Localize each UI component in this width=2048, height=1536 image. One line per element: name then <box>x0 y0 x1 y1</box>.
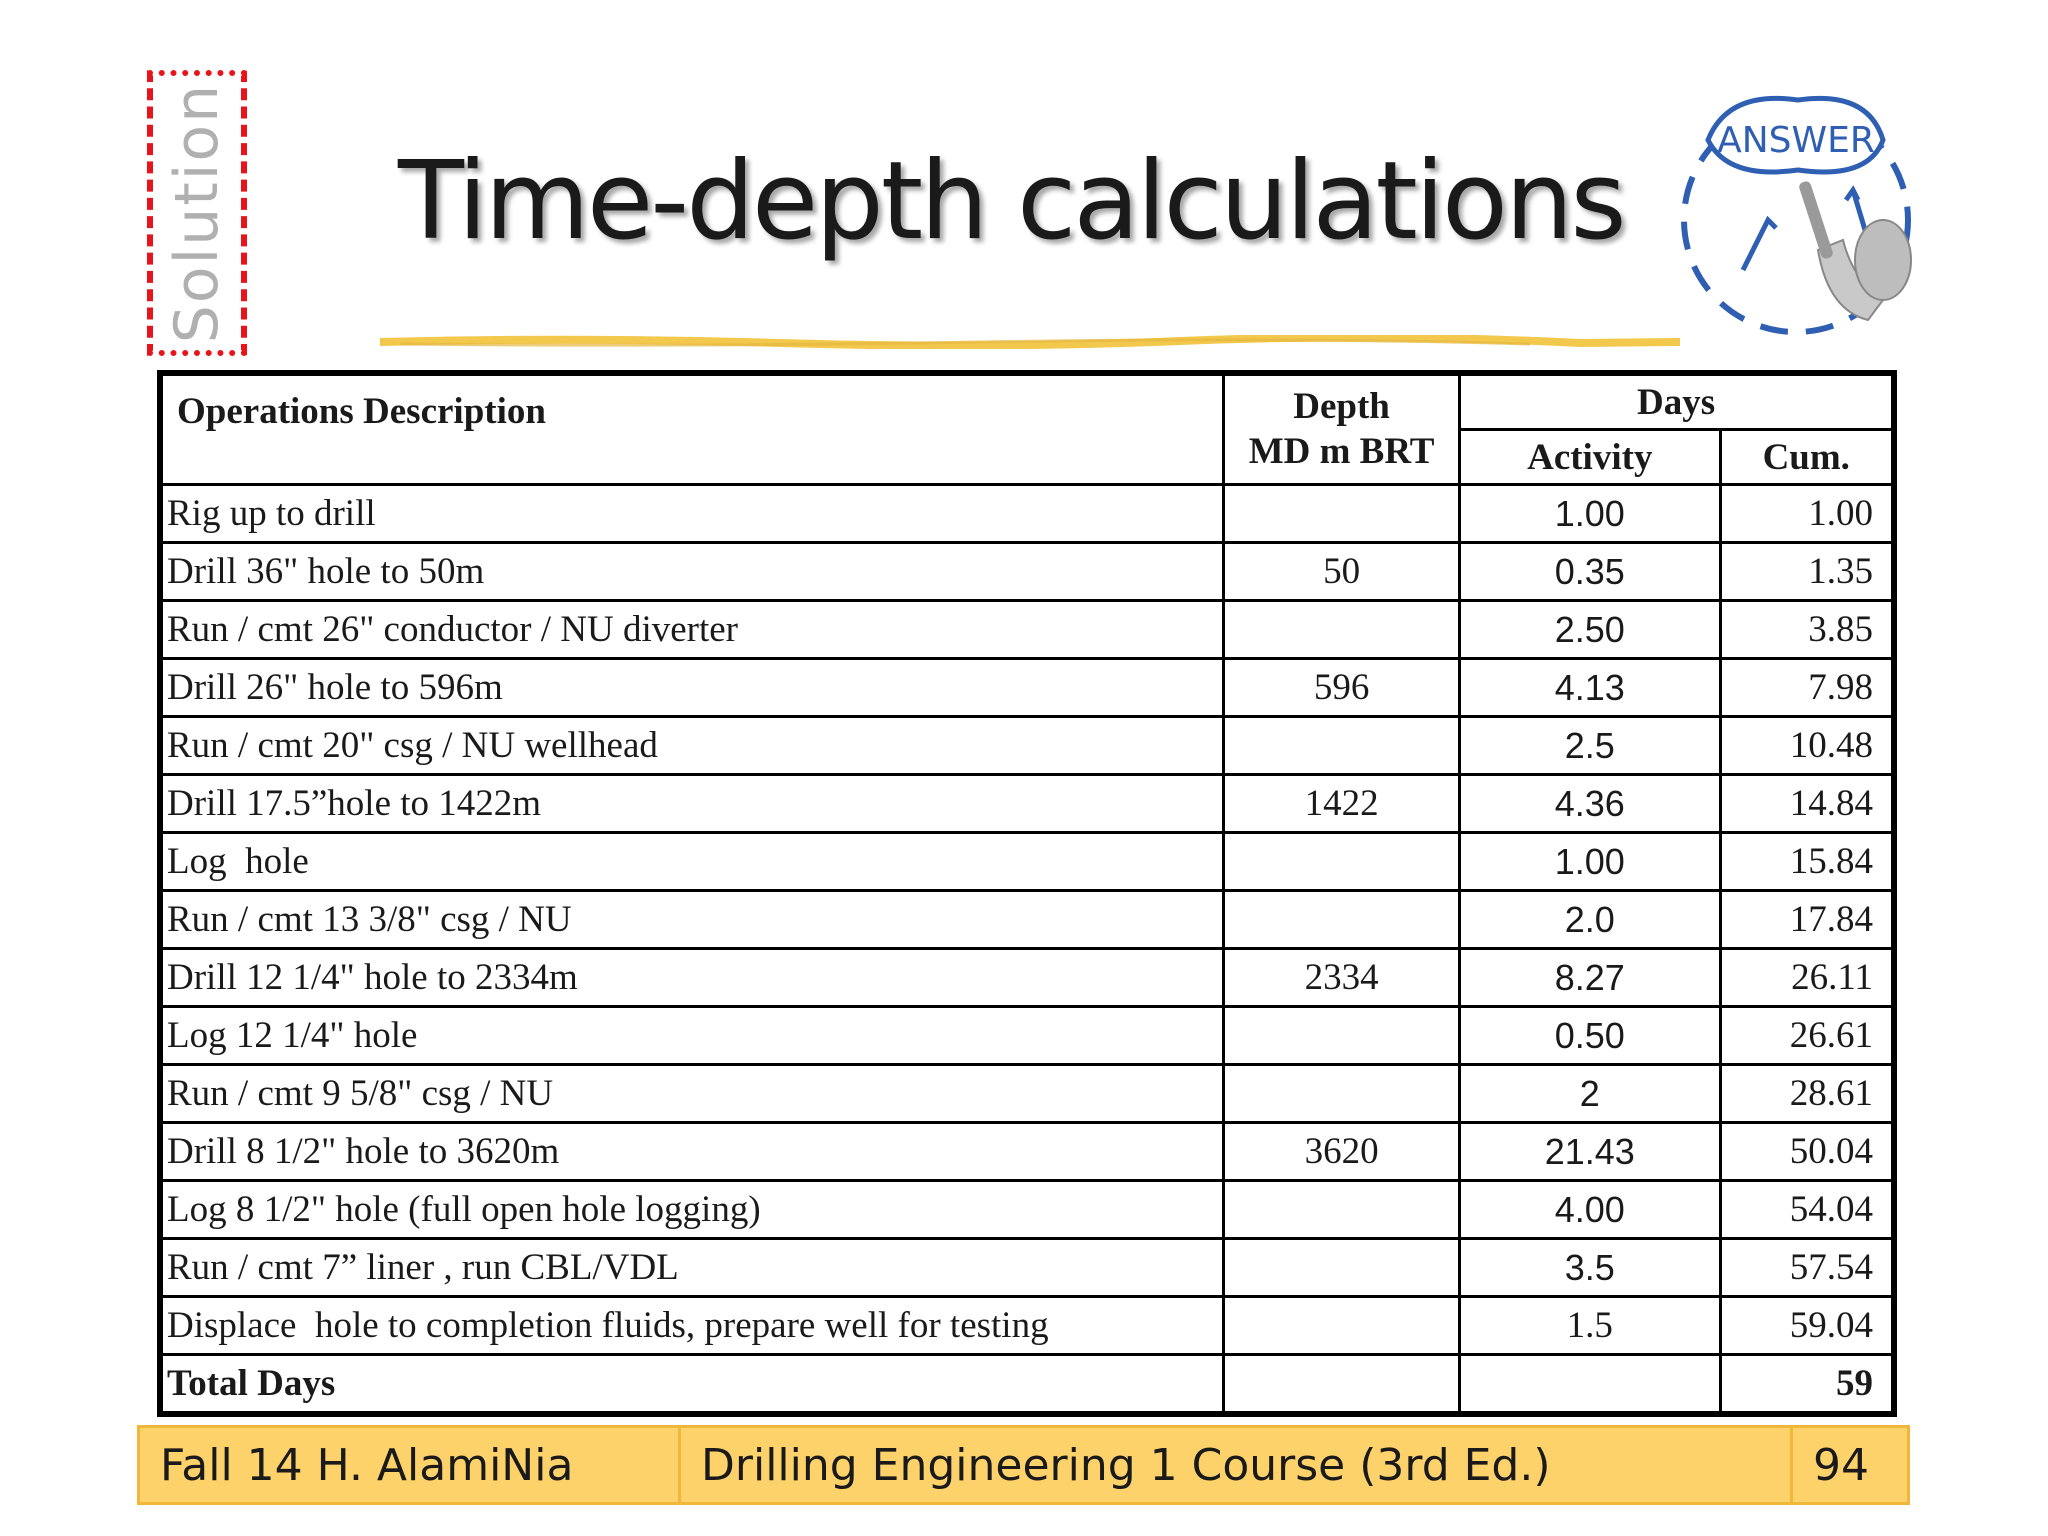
table-row: Drill 8 1/2" hole to 3620m 3620 21.43 50.04 <box>158 1121 1896 1182</box>
row-depth <box>1222 599 1462 660</box>
row-depth <box>1222 1295 1462 1356</box>
row-activity: 0.35 <box>1458 541 1722 602</box>
row-cum: 26.61 <box>1718 1005 1896 1066</box>
table-row: Log hole 1.00 15.84 <box>158 831 1896 892</box>
row-description: Run / cmt 13 3/8" csg / NU <box>158 889 1226 950</box>
row-activity: 21.43 <box>1458 1121 1722 1182</box>
table-row: Run / cmt 9 5/8" csg / NU 2 28.61 <box>158 1063 1896 1124</box>
row-cum: 50.04 <box>1718 1121 1896 1182</box>
table-row: Displace hole to completion fluids, prep… <box>158 1295 1896 1356</box>
row-depth <box>1222 1237 1462 1298</box>
row-depth: 50 <box>1222 541 1462 602</box>
row-depth <box>1222 1063 1462 1124</box>
row-description: Run / cmt 26" conductor / NU diverter <box>158 599 1226 660</box>
row-activity: 4.36 <box>1458 773 1722 834</box>
table-row: Drill 12 1/4" hole to 2334m 2334 8.27 26.11 <box>158 947 1896 1008</box>
row-description: Run / cmt 7” liner , run CBL/VDL <box>158 1237 1226 1298</box>
row-description: Log 8 1/2" hole (full open hole logging) <box>158 1179 1226 1240</box>
row-activity: 8.27 <box>1458 947 1722 1008</box>
footer-page-number: 94 <box>1790 1428 1907 1502</box>
total-label: Total Days <box>158 1353 1226 1416</box>
table-row: Rig up to drill 1.00 1.00 <box>158 483 1896 544</box>
total-row: Total Days 59 <box>158 1353 1896 1416</box>
row-depth: 3620 <box>1222 1121 1462 1182</box>
row-cum: 7.98 <box>1718 657 1896 718</box>
row-activity: 2 <box>1458 1063 1722 1124</box>
row-depth <box>1222 1005 1462 1066</box>
row-activity: 2.0 <box>1458 889 1722 950</box>
row-description: Run / cmt 20" csg / NU wellhead <box>158 715 1226 776</box>
row-depth <box>1222 1179 1462 1240</box>
table-row: Drill 17.5”hole to 1422m 1422 4.36 14.84 <box>158 773 1896 834</box>
row-description: Run / cmt 9 5/8" csg / NU <box>158 1063 1226 1124</box>
row-cum: 26.11 <box>1718 947 1896 1008</box>
row-activity: 2.5 <box>1458 715 1722 776</box>
row-cum: 1.35 <box>1718 541 1896 602</box>
row-activity: 1.00 <box>1458 831 1722 892</box>
solution-tag: Solution <box>147 70 247 356</box>
row-description: Drill 26" hole to 596m <box>158 657 1226 718</box>
header-activity: Activity <box>1458 428 1722 486</box>
footer: Fall 14 H. AlamiNia Drilling Engineering… <box>137 1425 1910 1505</box>
solution-label: Solution <box>162 82 232 344</box>
header-description: Operations Description <box>158 371 1226 486</box>
header-depth: Depth MD m BRT <box>1222 371 1462 486</box>
row-description: Log 12 1/4" hole <box>158 1005 1226 1066</box>
row-depth: 2334 <box>1222 947 1462 1008</box>
table-row: Drill 26" hole to 596m 596 4.13 7.98 <box>158 657 1896 718</box>
page-title: Time-depth calculations <box>398 139 1627 264</box>
row-description: Drill 36" hole to 50m <box>158 541 1226 602</box>
table-row: Run / cmt 13 3/8" csg / NU 2.0 17.84 <box>158 889 1896 950</box>
row-activity: 4.13 <box>1458 657 1722 718</box>
answer-badge: ANSWER <box>1668 70 1930 360</box>
row-description: Log hole <box>158 831 1226 892</box>
row-cum: 28.61 <box>1718 1063 1896 1124</box>
table-row: Drill 36" hole to 50m 50 0.35 1.35 <box>158 541 1896 602</box>
row-activity: 1.00 <box>1458 483 1722 544</box>
title-underline <box>380 335 1680 349</box>
row-cum: 15.84 <box>1718 831 1896 892</box>
row-depth <box>1222 831 1462 892</box>
total-depth <box>1222 1353 1462 1416</box>
footer-author: Fall 14 H. AlamiNia <box>160 1439 574 1491</box>
header-depth-line1: Depth <box>1293 386 1390 428</box>
row-activity: 2.50 <box>1458 599 1722 660</box>
table-row: Log 8 1/2" hole (full open hole logging)… <box>158 1179 1896 1240</box>
header-depth-line2: MD m BRT <box>1248 430 1435 472</box>
row-cum: 17.84 <box>1718 889 1896 950</box>
table-row: Run / cmt 20" csg / NU wellhead 2.5 10.48 <box>158 715 1896 776</box>
row-depth: 1422 <box>1222 773 1462 834</box>
row-depth <box>1222 889 1462 950</box>
answer-badge-text: ANSWER <box>1717 120 1875 161</box>
total-activity <box>1458 1353 1722 1416</box>
row-description: Drill 8 1/2" hole to 3620m <box>158 1121 1226 1182</box>
row-cum: 10.48 <box>1718 715 1896 776</box>
row-depth <box>1222 715 1462 776</box>
row-description: Drill 12 1/4" hole to 2334m <box>158 947 1226 1008</box>
row-activity: 0.50 <box>1458 1005 1722 1066</box>
row-activity: 3.5 <box>1458 1237 1722 1298</box>
row-cum: 57.54 <box>1718 1237 1896 1298</box>
row-cum: 3.85 <box>1718 599 1896 660</box>
row-description: Drill 17.5”hole to 1422m <box>158 773 1226 834</box>
table-row: Log 12 1/4" hole 0.50 26.61 <box>158 1005 1896 1066</box>
row-description: Rig up to drill <box>158 483 1226 544</box>
row-activity: 1.5 <box>1458 1295 1722 1356</box>
row-cum: 59.04 <box>1718 1295 1896 1356</box>
header-days: Days <box>1458 371 1896 431</box>
row-description: Displace hole to completion fluids, prep… <box>158 1295 1226 1356</box>
time-depth-table: Operations Description Depth MD m BRT Da… <box>157 370 1897 1417</box>
total-cum: 59 <box>1718 1353 1896 1416</box>
table-row: Run / cmt 7” liner , run CBL/VDL 3.5 57.54 <box>158 1237 1896 1298</box>
header-cum: Cum. <box>1718 428 1896 486</box>
table-row: Run / cmt 26" conductor / NU diverter 2.5… <box>158 599 1896 660</box>
row-cum: 54.04 <box>1718 1179 1896 1240</box>
row-activity: 4.00 <box>1458 1179 1722 1240</box>
row-depth <box>1222 483 1462 544</box>
row-cum: 1.00 <box>1718 483 1896 544</box>
row-depth: 596 <box>1222 657 1462 718</box>
footer-course: Drilling Engineering 1 Course (3rd Ed.) <box>678 1428 1790 1502</box>
row-cum: 14.84 <box>1718 773 1896 834</box>
